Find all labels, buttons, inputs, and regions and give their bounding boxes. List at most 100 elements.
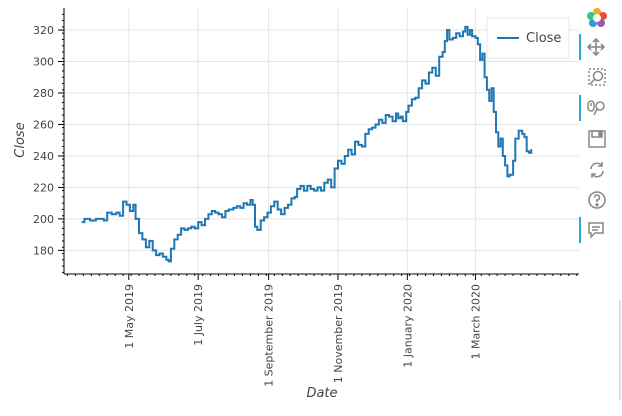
data-point — [399, 115, 402, 118]
data-point — [306, 185, 309, 187]
data-point — [148, 240, 151, 242]
data-point — [134, 218, 137, 220]
frame-edge — [619, 300, 621, 400]
data-point — [254, 225, 256, 228]
data-point — [280, 213, 282, 215]
data-point — [371, 126, 373, 129]
legend-label: Close — [526, 31, 561, 46]
series-layer — [81, 25, 533, 263]
data-point — [207, 213, 210, 215]
data-point — [151, 249, 154, 252]
data-point — [95, 218, 97, 220]
x-tick-label: 1 March 2020 — [470, 284, 483, 360]
data-point — [481, 52, 484, 55]
data-point — [502, 155, 504, 157]
data-point — [384, 114, 387, 116]
data-point — [270, 205, 272, 208]
y-tick-label: 280 — [33, 87, 54, 100]
data-point — [246, 203, 248, 206]
data-point — [330, 186, 332, 189]
data-point — [316, 186, 319, 189]
data-point — [145, 246, 147, 249]
data-point — [132, 203, 135, 206]
data-point — [217, 213, 220, 215]
legend: Close — [486, 17, 570, 59]
help-tool-icon[interactable] — [582, 187, 612, 213]
data-point — [391, 120, 394, 123]
x-tick-label: 1 January 2020 — [401, 284, 414, 368]
data-point — [158, 252, 161, 255]
legend-box — [486, 17, 570, 59]
data-point — [523, 136, 526, 138]
data-point — [367, 128, 370, 130]
data-point — [122, 200, 124, 203]
data-point — [102, 219, 105, 222]
data-point — [525, 150, 528, 153]
data-point — [309, 188, 312, 190]
data-point — [303, 189, 305, 192]
data-point — [296, 188, 298, 190]
bokeh-logo-icon[interactable] — [582, 5, 612, 31]
reset-tool-icon[interactable] — [582, 157, 612, 183]
data-point — [374, 123, 377, 126]
data-point — [224, 210, 227, 212]
data-point — [490, 87, 493, 90]
save-tool-icon[interactable] — [582, 126, 612, 152]
data-point — [455, 32, 458, 34]
x-tick-label: 1 July 2019 — [192, 284, 205, 346]
pan-tool-icon[interactable] — [579, 34, 611, 60]
data-point — [434, 74, 437, 77]
data-point — [466, 33, 469, 36]
data-point — [508, 174, 511, 176]
data-point — [421, 79, 423, 82]
data-point — [452, 37, 454, 39]
data-point — [462, 30, 464, 33]
data-point — [162, 255, 164, 258]
data-point — [187, 227, 189, 230]
y-tick-label: 320 — [33, 24, 54, 37]
data-point — [276, 208, 279, 211]
grid-lines — [64, 8, 579, 274]
x-axis-label: Date — [306, 386, 337, 401]
data-point — [474, 37, 477, 39]
y-tick-label: 180 — [33, 244, 54, 257]
data-point — [232, 207, 235, 209]
data-point — [197, 221, 199, 223]
data-point — [350, 153, 353, 156]
axes: 180 200 220 240 260 280 300 320 1 May 2019 1 July… — [33, 8, 579, 387]
data-point — [125, 203, 128, 206]
data-point — [378, 118, 380, 121]
data-point — [504, 164, 506, 167]
data-point — [236, 205, 238, 208]
data-point — [401, 120, 404, 123]
data-point — [204, 218, 206, 220]
data-point — [488, 100, 490, 102]
data-point — [239, 207, 242, 209]
data-point — [344, 155, 346, 157]
data-point — [89, 219, 91, 222]
data-point — [99, 218, 102, 220]
data-point — [106, 211, 109, 214]
data-point — [180, 227, 182, 230]
data-point — [210, 210, 213, 212]
data-point — [273, 200, 276, 203]
data-point — [299, 185, 302, 187]
data-point — [411, 98, 413, 101]
series-line-close — [82, 25, 533, 263]
data-point — [521, 133, 523, 135]
data-point — [190, 225, 193, 228]
box-zoom-tool-icon[interactable] — [582, 64, 612, 90]
data-point — [326, 178, 329, 181]
data-point — [397, 117, 400, 119]
data-point — [381, 122, 384, 124]
data-point — [242, 202, 245, 204]
hover-tool-icon[interactable] — [579, 217, 611, 243]
toolbar — [579, 0, 622, 416]
data-point — [395, 112, 397, 115]
data-point — [173, 238, 176, 241]
wheel-zoom-tool-icon[interactable] — [579, 95, 611, 121]
y-tick-label: 300 — [33, 56, 54, 69]
data-point — [483, 76, 486, 79]
data-point — [214, 211, 217, 214]
